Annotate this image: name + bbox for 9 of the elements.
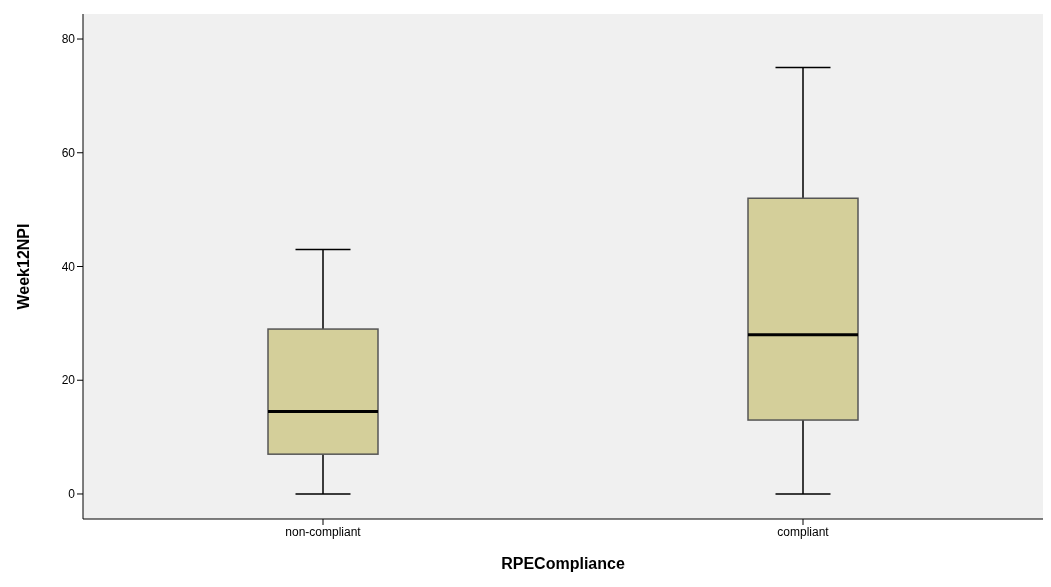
y-tick-label: 0 <box>68 487 76 502</box>
x-tick-label: compliant <box>777 524 830 539</box>
y-tick-label: 20 <box>61 373 76 388</box>
y-tick-label: 80 <box>61 32 76 47</box>
x-tick-label: non-compliant <box>285 524 362 539</box>
x-axis-title: RPECompliance <box>501 555 625 572</box>
y-tick-label: 40 <box>61 259 76 274</box>
y-tick-label: 60 <box>61 146 76 161</box>
y-axis-title: Week12NPI <box>14 223 32 310</box>
